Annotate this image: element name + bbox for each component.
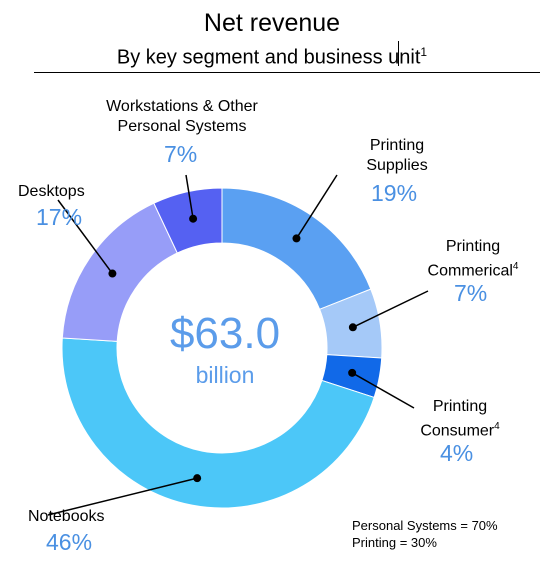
leader-line bbox=[351, 372, 415, 409]
label-printing-commerical: Printing Commerical4 bbox=[414, 237, 532, 281]
slice-printing-supplies bbox=[221, 187, 372, 310]
subtitle-text: By key segment and business unit bbox=[116, 46, 421, 69]
footnote-marker: 4 bbox=[494, 421, 500, 432]
label-line: Printing bbox=[369, 137, 425, 154]
chart-subtitle: By key segment and business unit1 bbox=[0, 40, 544, 70]
label-printing-consumer: Printing Consumer4 bbox=[410, 397, 510, 441]
leader-dot bbox=[348, 323, 357, 332]
subtitle-footnote: 1 bbox=[420, 45, 428, 59]
leader-dot bbox=[108, 269, 117, 278]
pct-desktops: 17% bbox=[36, 204, 83, 230]
leader-line bbox=[57, 199, 114, 274]
label-line: Printing bbox=[432, 398, 488, 415]
slice-notebooks bbox=[61, 337, 375, 509]
footnote-marker: 4 bbox=[512, 261, 519, 272]
pct-printing-commerical: 7% bbox=[454, 280, 488, 306]
label-line: Commerical bbox=[427, 262, 513, 280]
label-line: Printing bbox=[445, 238, 501, 255]
slice-workstations-other-personal-systems bbox=[153, 187, 223, 254]
center-total-unit: billion bbox=[195, 362, 255, 388]
note-personal-systems: Personal Systems = 70% bbox=[352, 518, 498, 533]
title-divider bbox=[34, 72, 540, 73]
label-line: Personal Systems bbox=[117, 118, 247, 135]
leader-dot bbox=[189, 214, 198, 223]
label-line: Consumer bbox=[420, 422, 495, 440]
center-total-value: $63.0 bbox=[169, 309, 281, 358]
label-workstations: Workstations & Other Personal Systems bbox=[84, 97, 280, 137]
leader-dot bbox=[348, 368, 357, 377]
label-line: Supplies bbox=[366, 157, 428, 174]
leader-line bbox=[185, 174, 194, 219]
label-printing-supplies: Printing Supplies bbox=[360, 136, 434, 176]
pct-workstations: 7% bbox=[164, 141, 198, 167]
leader-line bbox=[295, 174, 338, 239]
label-line-sup: Consumer4 bbox=[410, 417, 510, 441]
leader-dot bbox=[292, 234, 301, 243]
chart-title: Net revenue bbox=[203, 9, 341, 37]
pct-notebooks: 46% bbox=[46, 529, 93, 555]
label-notebooks: Notebooks bbox=[28, 508, 105, 525]
leader-line bbox=[47, 477, 198, 516]
note-printing: Printing = 30% bbox=[352, 535, 437, 550]
leader-dot bbox=[193, 474, 202, 483]
pct-printing-supplies: 19% bbox=[371, 180, 418, 206]
label-line: Workstations & Other bbox=[106, 98, 258, 115]
leader-line bbox=[352, 290, 429, 328]
pct-printing-consumer: 4% bbox=[440, 440, 474, 466]
label-line-sup: Commerical4 bbox=[414, 257, 532, 281]
label-desktops: Desktops bbox=[18, 183, 85, 200]
text-cursor bbox=[398, 41, 399, 66]
